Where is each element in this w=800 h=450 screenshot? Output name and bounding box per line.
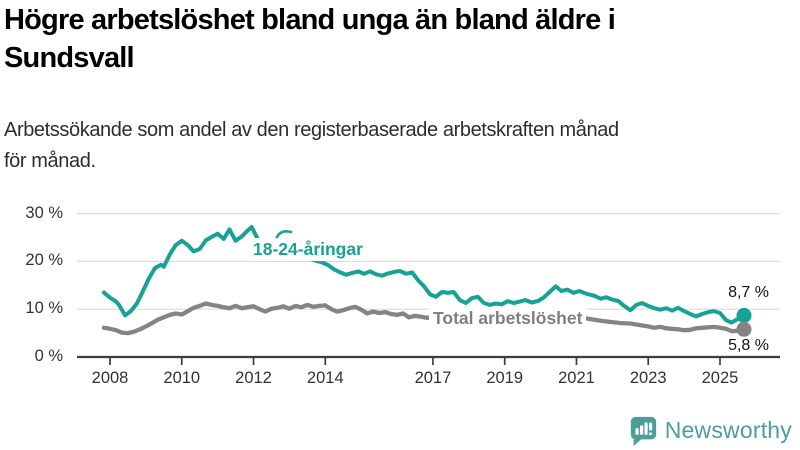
newsworthy-logo: Newsworthy xyxy=(628,415,792,446)
x-axis-tick-label: 2021 xyxy=(558,369,595,387)
page-title: Högre arbetslöshet bland unga än bland ä… xyxy=(4,1,764,77)
end-value-label-young: 8,7 % xyxy=(728,284,769,301)
y-axis-tick-label: 0 % xyxy=(34,347,63,366)
x-axis-tick-label: 2008 xyxy=(91,369,129,387)
title-line-1: Högre arbetslöshet bland unga än bland ä… xyxy=(4,4,616,36)
y-axis-tick-label: 20 % xyxy=(25,251,63,270)
x-axis-tick-label: 2023 xyxy=(629,369,667,387)
y-axis-tick-label: 30 % xyxy=(25,203,63,222)
title-line-2: Sundsvall xyxy=(4,42,135,74)
end-dot-total xyxy=(736,321,752,337)
chart-subtitle: Arbetssökande som andel av den registerb… xyxy=(4,115,794,177)
x-axis-tick-label: 2019 xyxy=(486,369,524,387)
end-value-label-total: 5,8 % xyxy=(728,337,769,354)
x-axis-tick-label: 2025 xyxy=(701,369,739,387)
line-total xyxy=(101,301,747,336)
subtitle-line-2: för månad. xyxy=(4,150,96,172)
series-label-young: 18-24-åringar xyxy=(249,238,367,261)
x-axis-tick-label: 2017 xyxy=(414,369,452,387)
label-leader-mark xyxy=(274,230,293,241)
series-label-total: Total arbetslöshet xyxy=(429,307,587,330)
subtitle-line-1: Arbetssökande som andel av den registerb… xyxy=(4,119,619,141)
bar-chart-speech-bubble-icon xyxy=(630,416,656,446)
x-axis-tick-label: 2012 xyxy=(235,369,272,387)
x-axis-tick-label: 2010 xyxy=(163,369,201,387)
y-axis-tick-label: 10 % xyxy=(25,299,63,318)
line-young xyxy=(101,225,746,325)
x-axis-tick-label: 2014 xyxy=(306,369,344,387)
brand-name: Newsworthy xyxy=(664,417,792,443)
end-dot-young xyxy=(736,307,752,323)
